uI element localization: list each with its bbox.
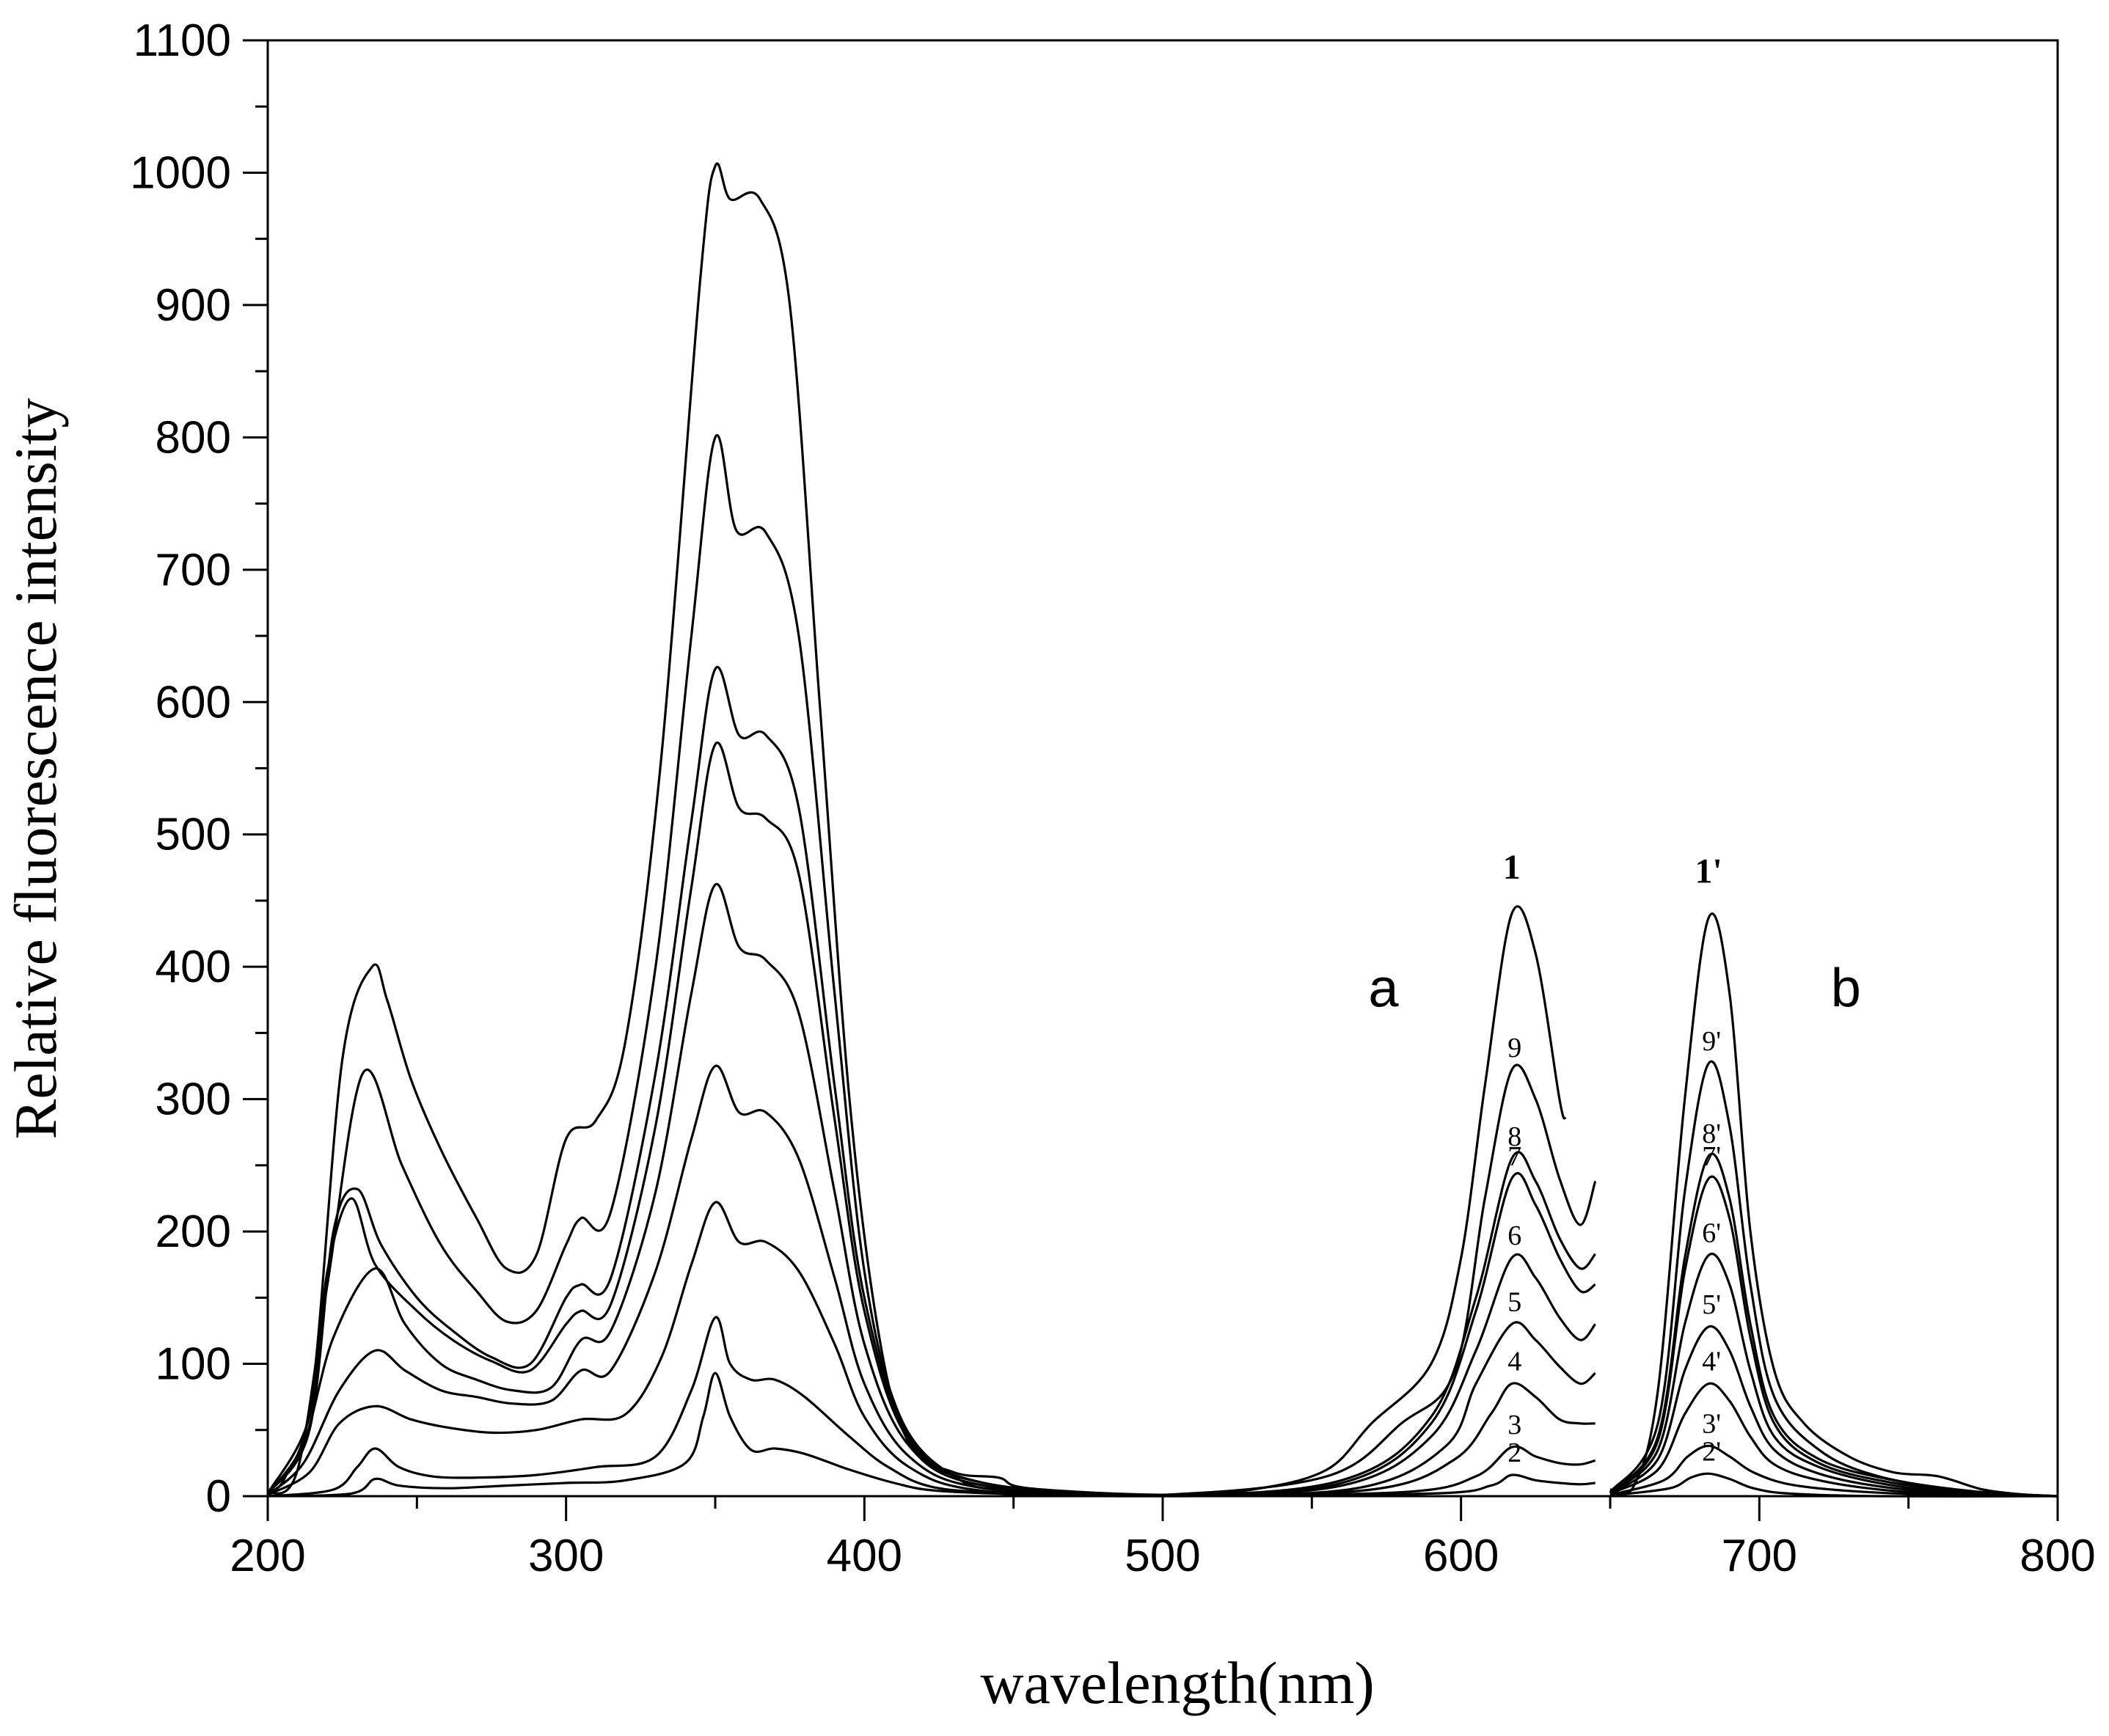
y-tick-label: 400	[156, 942, 231, 992]
curve-label-7: 7	[1507, 1141, 1521, 1172]
series-line-5	[266, 1064, 1596, 1496]
x-axis-ticks: 200 300 400 500 600 700 800	[230, 1496, 2096, 1581]
x-tick-label: 600	[1423, 1531, 1499, 1581]
curve-label-9: 9	[1507, 1033, 1521, 1063]
series-line-3p	[1609, 1444, 2058, 1498]
x-tick-label: 700	[1722, 1531, 1797, 1581]
series-line-1p	[1609, 912, 2058, 1498]
x-tick-label: 400	[827, 1531, 902, 1581]
series-line-7p	[1609, 1175, 2058, 1498]
curve-label-6: 6	[1507, 1220, 1521, 1251]
y-tick-label: 1100	[134, 15, 231, 66]
series-line-4p	[1609, 1382, 2058, 1498]
x-tick-label: 800	[2020, 1531, 2095, 1581]
curve-label-6p: 6'	[1702, 1218, 1721, 1249]
curve-label-8p: 8'	[1702, 1118, 1721, 1149]
curve-label-3p: 3'	[1702, 1408, 1721, 1439]
series-line-2	[267, 1371, 1596, 1498]
series-line-2p	[1615, 1472, 2058, 1498]
group-label-b: b	[1831, 957, 1861, 1018]
series-line-7	[266, 741, 1596, 1496]
y-tick-label: 600	[156, 677, 231, 728]
series-line-8	[266, 665, 1596, 1496]
group-label-a: a	[1368, 957, 1399, 1018]
y-tick-label: 200	[156, 1206, 231, 1257]
series-line-3	[267, 1316, 1596, 1498]
y-tick-label: 0	[206, 1471, 231, 1522]
x-tick-label: 500	[1125, 1531, 1200, 1581]
curve-labels: 1 1' 9 9' 8 8' 7 7' 6 6' 5 5' 4 4' 3 3' 2 2' a b	[1368, 848, 1860, 1468]
y-tick-label: 700	[156, 545, 231, 596]
series-line-5p	[1609, 1325, 2058, 1498]
curve-label-2: 2	[1507, 1437, 1521, 1468]
x-axis-title: wavelength(nm)	[980, 1649, 1374, 1716]
curve-label-9p: 9'	[1702, 1026, 1721, 1057]
curve-label-2p: 2'	[1702, 1436, 1721, 1467]
series-line-1	[266, 162, 1567, 1496]
y-tick-label: 100	[156, 1339, 231, 1390]
series-layer	[266, 162, 2058, 1498]
curve-label-4: 4	[1507, 1347, 1521, 1377]
curve-label-4p: 4'	[1702, 1347, 1721, 1377]
y-tick-label: 800	[156, 412, 231, 463]
y-tick-label: 1000	[130, 147, 231, 198]
y-tick-label: 300	[156, 1074, 231, 1125]
curve-label-1: 1	[1503, 848, 1521, 887]
y-axis-ticks: 0 100 200 300 400 500 600 700 800 900 1000 1100	[130, 15, 268, 1522]
curve-label-1p: 1'	[1695, 851, 1722, 890]
curve-label-5p: 5'	[1702, 1289, 1721, 1320]
curve-label-8: 8	[1507, 1121, 1521, 1152]
x-tick-label: 200	[230, 1531, 305, 1581]
series-line-4	[267, 1201, 1596, 1496]
plot-frame	[266, 39, 2059, 1498]
series-line-6	[266, 882, 1596, 1496]
curve-label-7p: 7'	[1702, 1141, 1721, 1172]
series-line-6p	[1609, 1253, 2058, 1498]
curve-label-3: 3	[1507, 1410, 1521, 1440]
y-axis-title: Relative fluorescence intensity	[2, 398, 69, 1140]
y-tick-label: 900	[156, 280, 231, 331]
y-tick-label: 500	[156, 810, 231, 860]
x-tick-label: 300	[528, 1531, 604, 1581]
curve-label-5: 5	[1507, 1286, 1521, 1317]
